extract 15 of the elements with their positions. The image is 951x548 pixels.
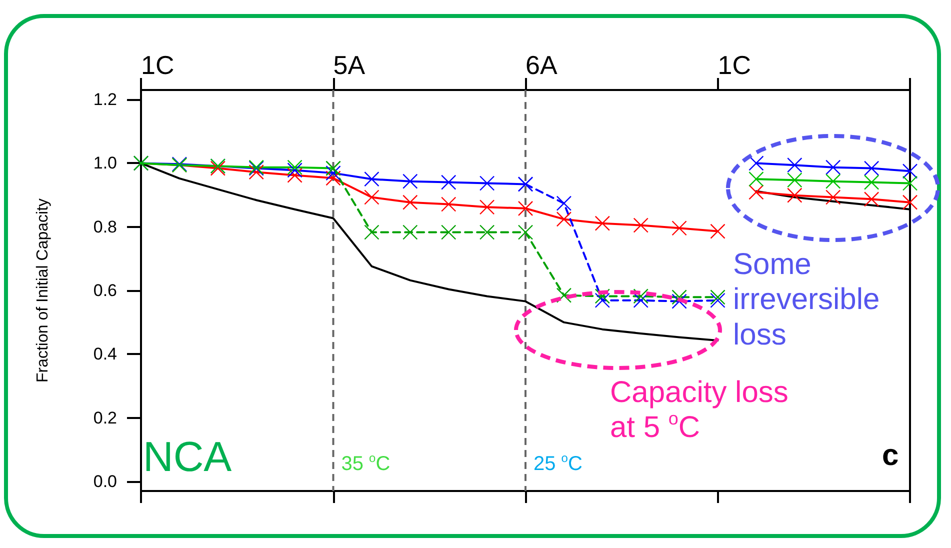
y-axis-title: Fraction of Initial Capacity	[34, 198, 52, 383]
text: 5A	[333, 50, 366, 80]
y-tick-label: 0.2	[93, 408, 117, 428]
annotation: NCA	[143, 433, 232, 480]
y-tick-label: 1.2	[93, 90, 117, 110]
y-tick-label: 0.8	[93, 217, 117, 236]
y-tick-label: 0.6	[93, 281, 117, 300]
text: 1C	[718, 50, 751, 80]
y-tick-label: 0.0	[93, 472, 117, 491]
annotation: c	[882, 439, 899, 472]
text: 1C	[141, 50, 174, 80]
y-tick-label: 0.4	[93, 344, 117, 364]
y-tick-label: 1.0	[93, 154, 117, 173]
text: 6A	[526, 50, 558, 80]
annotation: Some irreversible loss	[733, 248, 888, 352]
